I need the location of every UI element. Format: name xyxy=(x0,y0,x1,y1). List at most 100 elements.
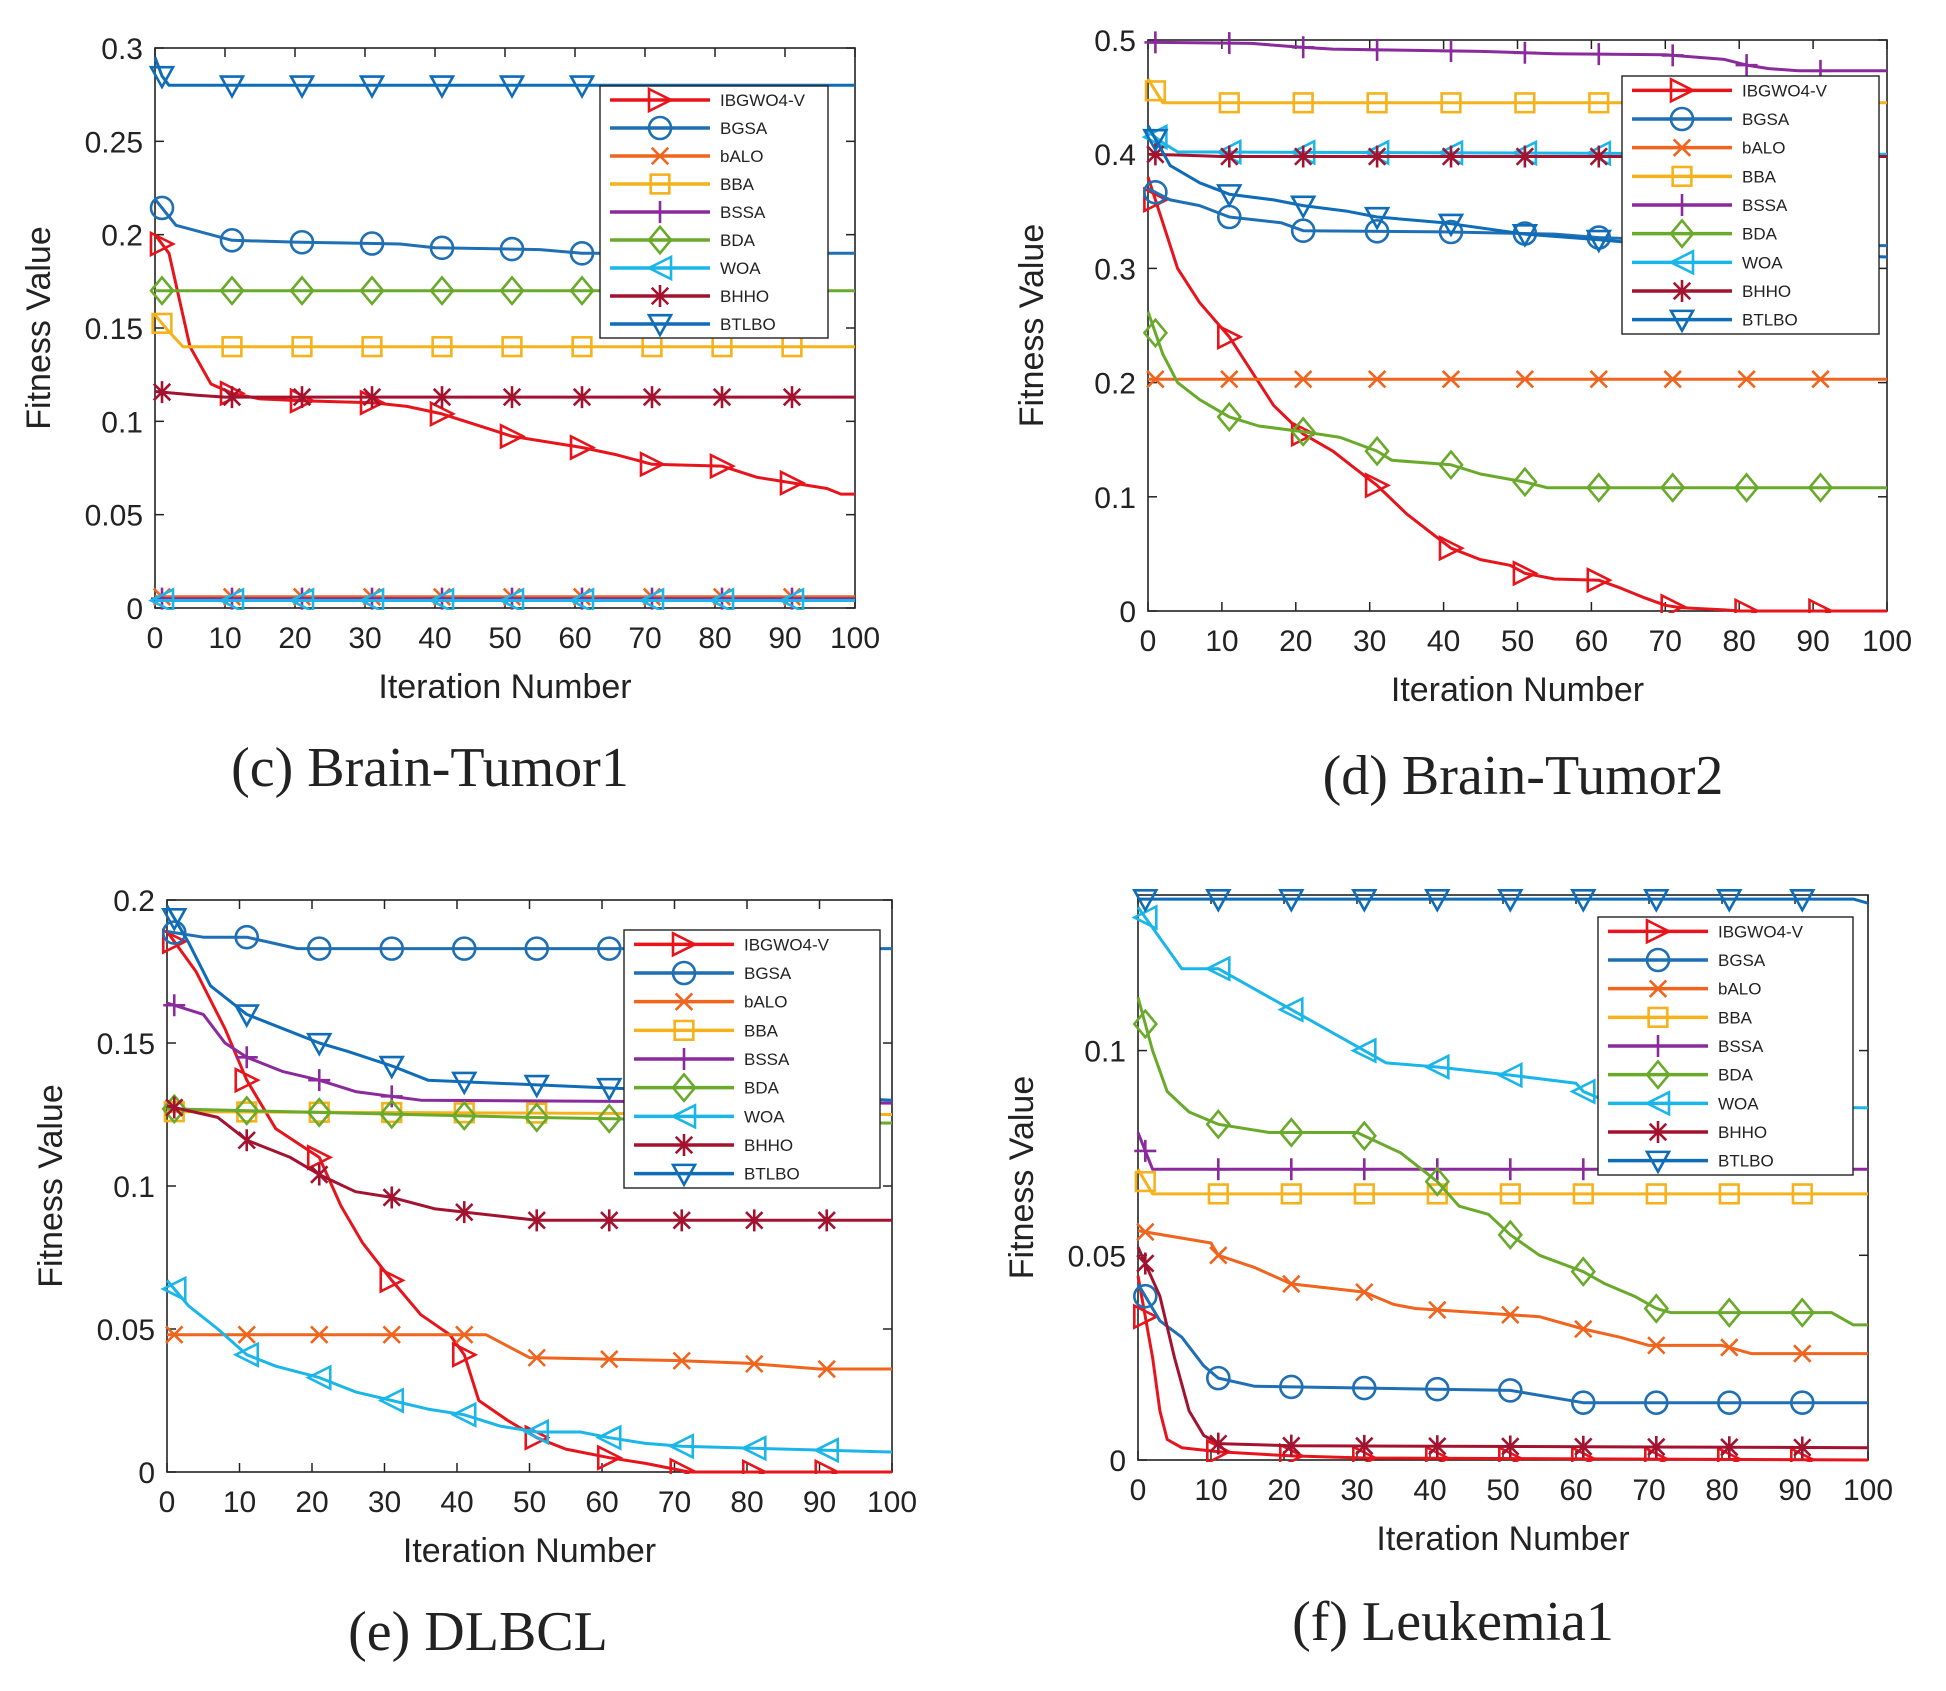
x-tick-label: 10 xyxy=(208,622,241,655)
data-point-marker xyxy=(667,1433,695,1460)
data-point-marker xyxy=(1204,955,1231,982)
data-point-marker xyxy=(600,1209,619,1232)
data-point-marker xyxy=(219,275,245,306)
data-point-marker xyxy=(1292,92,1314,114)
legend-marker xyxy=(1647,1006,1669,1028)
data-point-marker xyxy=(234,1067,261,1094)
legend-label: BHHO xyxy=(720,287,769,306)
data-point-marker xyxy=(1661,44,1684,67)
data-point-marker xyxy=(1209,1246,1228,1265)
y-axis-label: Fitness Value xyxy=(1003,1076,1041,1279)
data-point-marker xyxy=(1220,145,1239,168)
data-point-marker xyxy=(431,336,453,358)
data-point-marker xyxy=(1733,472,1760,503)
data-point-marker xyxy=(429,235,455,261)
data-point-marker xyxy=(1789,1297,1815,1328)
data-point-marker xyxy=(429,275,455,306)
legend-label: BSSA xyxy=(1742,196,1788,215)
legend-marker xyxy=(1645,1059,1671,1090)
data-point-marker xyxy=(1572,1158,1595,1181)
legend-marker xyxy=(1668,309,1696,334)
x-tick-label: 90 xyxy=(1796,625,1829,658)
data-point-marker xyxy=(165,1325,184,1344)
data-point-marker xyxy=(161,908,188,932)
data-point-marker xyxy=(1438,219,1464,245)
data-point-marker xyxy=(1501,1305,1520,1324)
legend-marker xyxy=(1648,979,1668,998)
legend-item: bALO xyxy=(1608,979,1761,999)
y-axis-label: Fitness Value xyxy=(32,1084,70,1287)
legend-label: BBA xyxy=(720,175,755,194)
data-point-marker xyxy=(1793,1436,1812,1459)
data-point-marker xyxy=(1811,370,1830,389)
data-point-marker xyxy=(1497,888,1524,913)
data-point-marker xyxy=(234,1095,260,1126)
data-point-marker xyxy=(1513,41,1536,64)
data-point-marker xyxy=(1133,1283,1158,1309)
x-axis-label: Iteration Number xyxy=(1376,1520,1629,1558)
data-point-marker xyxy=(499,423,526,450)
data-point-marker xyxy=(669,1457,696,1474)
y-axis-label: Fitness Value xyxy=(1013,224,1051,427)
data-point-marker xyxy=(1501,1435,1520,1458)
data-point-marker xyxy=(498,75,526,100)
data-point-marker xyxy=(1659,472,1686,503)
data-point-marker xyxy=(740,1435,767,1462)
data-point-marker xyxy=(817,1359,836,1379)
data-point-marker xyxy=(1280,1183,1302,1205)
legend-marker xyxy=(1672,138,1692,157)
data-point-marker xyxy=(1497,1219,1523,1251)
legend-label: WOA xyxy=(1742,253,1783,272)
data-point-marker xyxy=(1143,179,1168,205)
x-tick-label: 80 xyxy=(1723,625,1756,658)
data-point-marker xyxy=(595,1424,622,1451)
data-point-marker xyxy=(149,195,175,221)
data-point-marker xyxy=(1647,1435,1666,1458)
data-point-marker xyxy=(1366,92,1388,114)
data-point-marker xyxy=(218,587,245,610)
data-point-marker xyxy=(358,587,385,610)
x-tick-label: 60 xyxy=(1575,625,1608,658)
y-tick-label: 0 xyxy=(1119,596,1136,629)
data-point-marker xyxy=(1512,560,1539,587)
data-point-marker xyxy=(812,1437,840,1464)
data-point-marker xyxy=(308,1069,331,1092)
legend-label: BBA xyxy=(744,1021,779,1040)
data-point-marker xyxy=(1290,420,1318,448)
data-point-marker xyxy=(305,1364,332,1391)
data-point-marker xyxy=(1216,401,1242,433)
legend-label: IBGWO4-V xyxy=(720,91,806,110)
series-ibgwo4-v xyxy=(1143,176,1887,613)
data-point-marker xyxy=(524,1102,550,1133)
legend-label: BGSA xyxy=(720,119,768,138)
data-point-marker xyxy=(310,1163,329,1186)
data-point-marker xyxy=(163,994,186,1017)
legend-item: BTLBO xyxy=(634,1163,800,1188)
y-tick-label: 0 xyxy=(138,1457,155,1490)
data-point-marker xyxy=(1512,466,1538,498)
data-point-marker xyxy=(1136,1252,1155,1275)
data-point-marker xyxy=(596,936,622,961)
legend-item: BHHO xyxy=(634,1134,793,1156)
data-point-marker xyxy=(378,1055,405,1080)
panel-caption: (e) DLBCL xyxy=(348,1601,608,1663)
series-btlbo xyxy=(161,904,893,1102)
data-point-marker xyxy=(151,312,173,334)
panel-brain-tumor2: 0 10 20 30 40 50 60 70 80 90 100 0 0.1 0.2 0.3 0.4 0.5 It… xyxy=(1013,25,1912,807)
legend-item: BTLBO xyxy=(610,313,776,338)
series-bhho xyxy=(152,381,855,409)
x-tick-label: 10 xyxy=(1205,625,1238,658)
data-point-marker xyxy=(1791,1183,1813,1205)
y-tick-label: 0.2 xyxy=(1094,368,1136,401)
data-point-marker xyxy=(1134,1139,1157,1162)
data-point-marker xyxy=(708,587,735,610)
data-point-marker xyxy=(1366,38,1389,61)
data-point-marker xyxy=(1586,472,1612,503)
data-point-marker xyxy=(455,1325,474,1344)
data-point-marker xyxy=(361,336,383,358)
legend-marker xyxy=(650,146,670,166)
series-line xyxy=(166,1104,892,1222)
x-tick-label: 50 xyxy=(488,622,521,655)
data-point-marker xyxy=(289,275,315,306)
x-tick-label: 30 xyxy=(368,1486,401,1519)
